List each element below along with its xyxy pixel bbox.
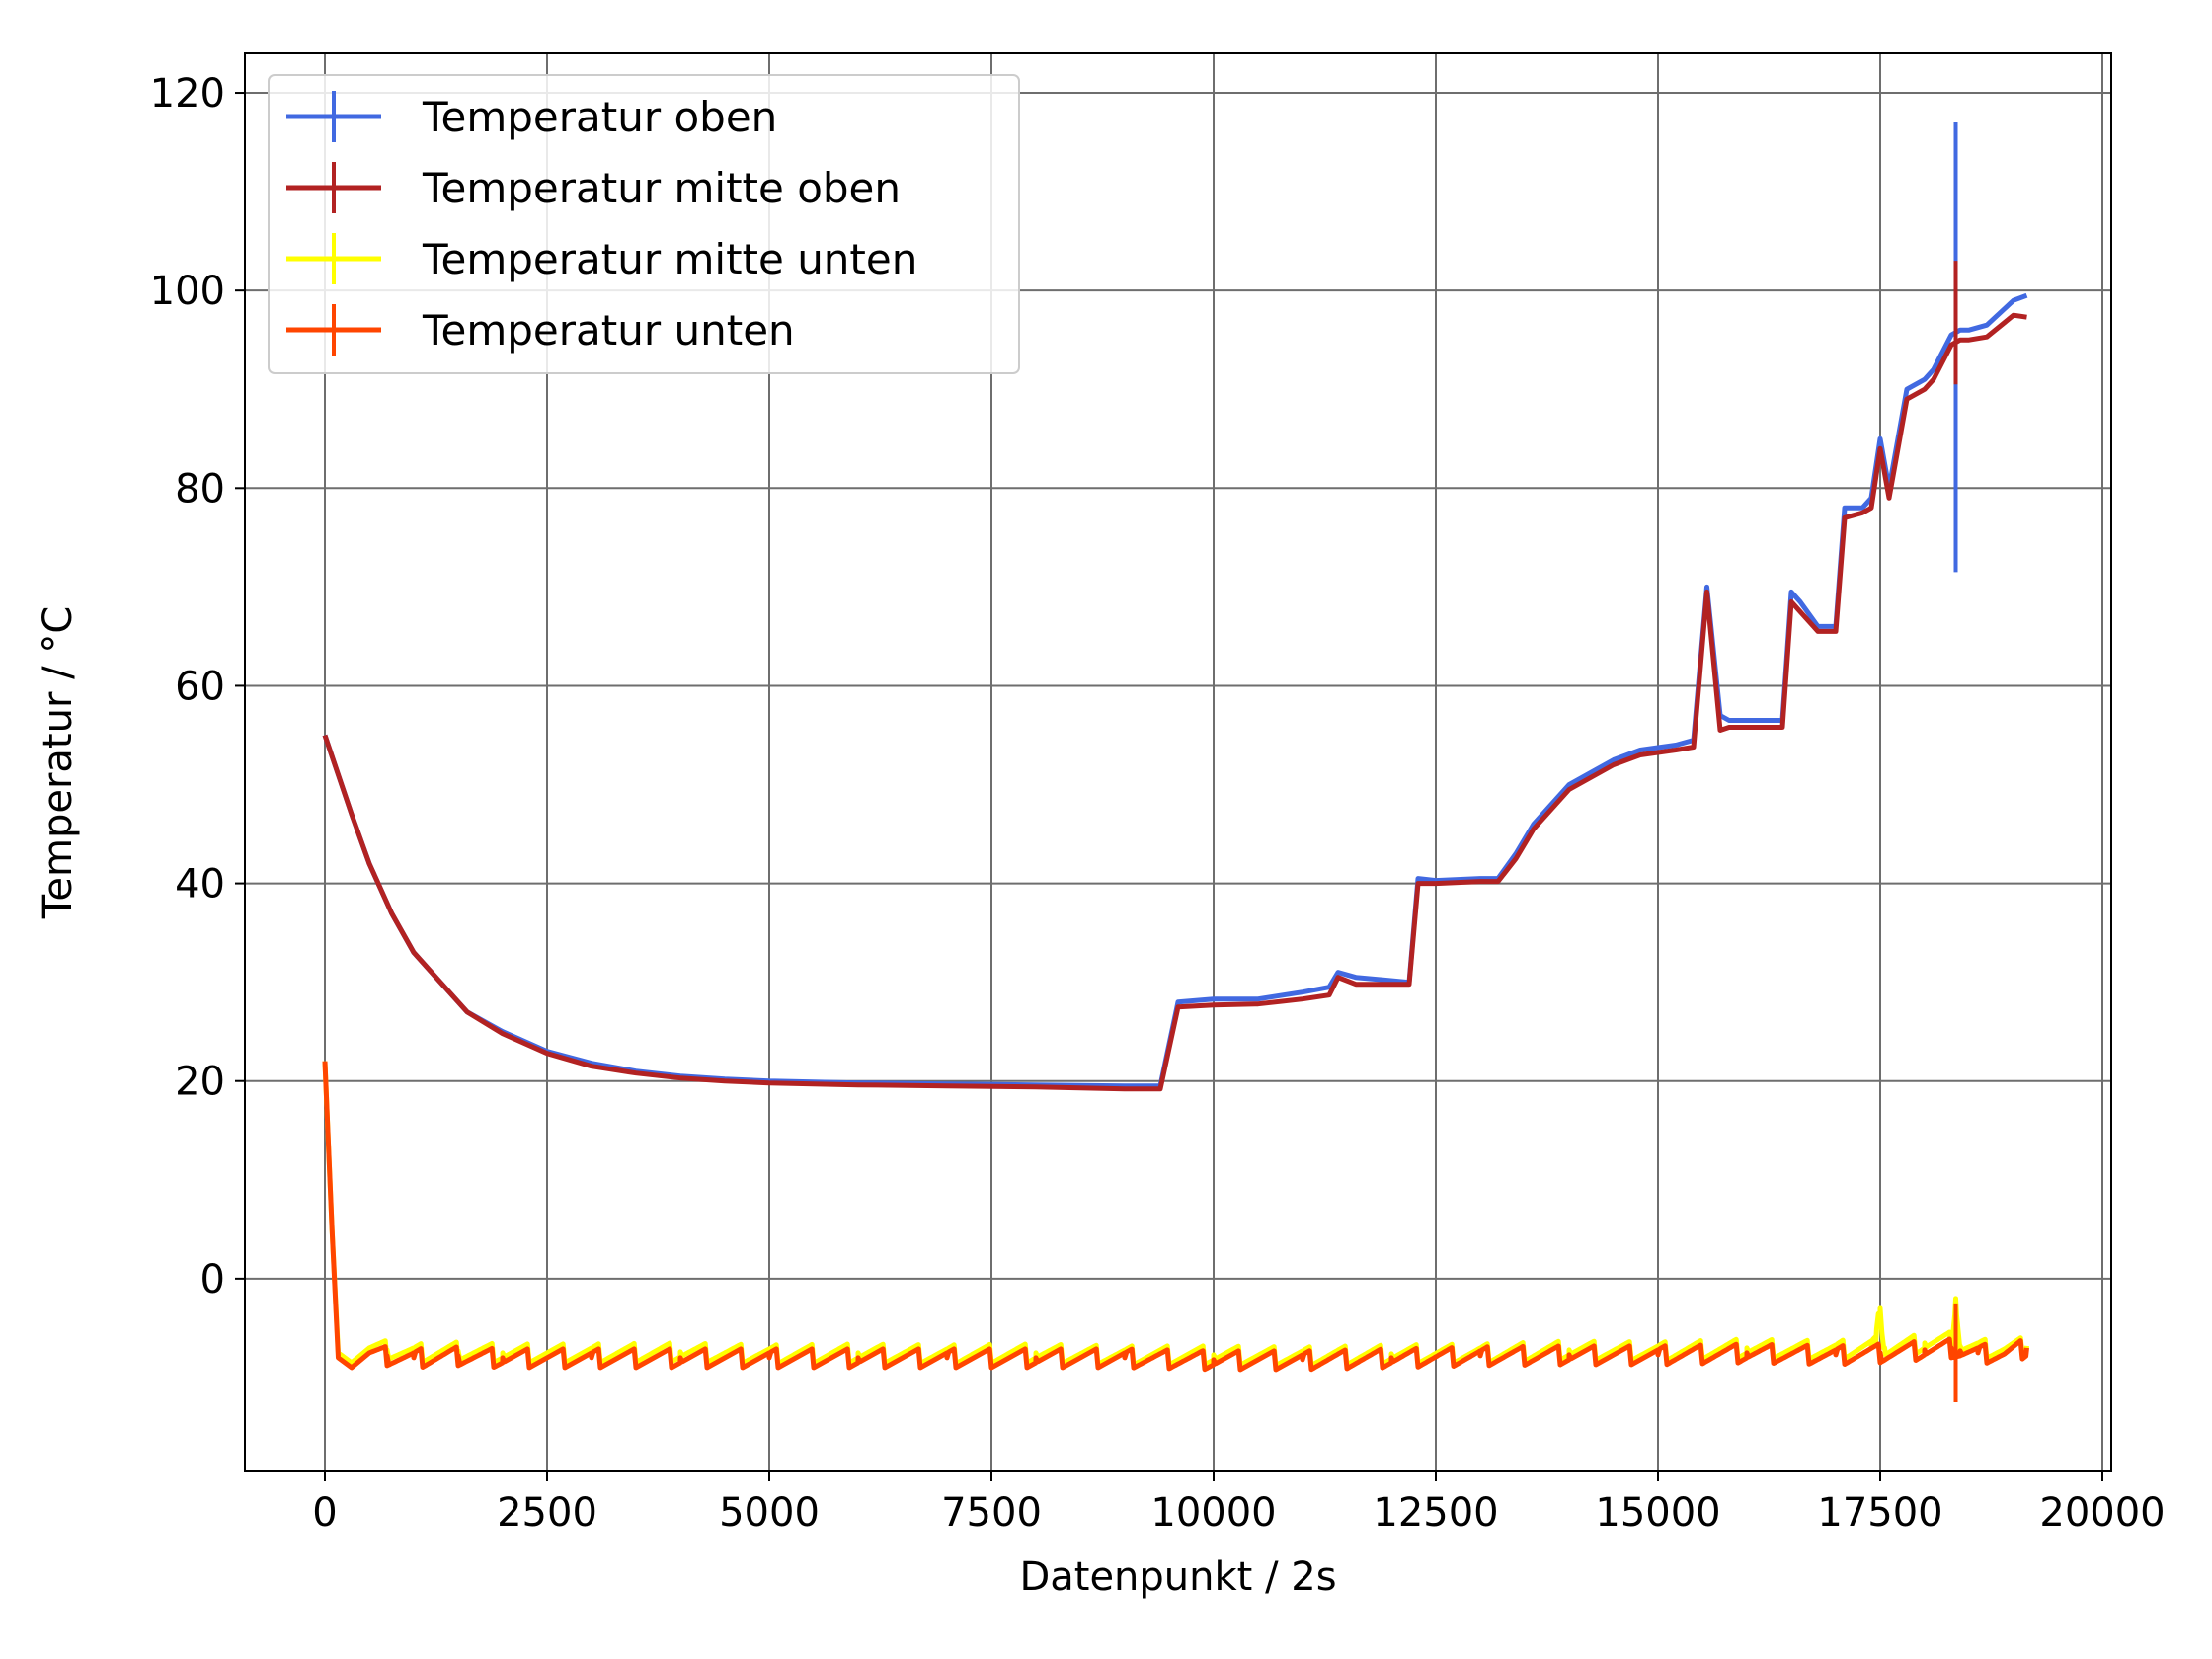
legend-label: Temperatur oben <box>422 93 777 141</box>
x-tick-label: 0 <box>312 1490 337 1536</box>
x-tick-label: 20000 <box>2039 1490 2165 1536</box>
axes-frame <box>244 52 2112 1472</box>
y-tick-label: 40 <box>175 862 225 908</box>
x-axis-title: Datenpunkt / 2s <box>1019 1554 1336 1600</box>
plot-area <box>322 122 2029 1402</box>
y-tick-label: 100 <box>150 269 225 314</box>
x-tick-label: 17500 <box>1817 1490 1942 1536</box>
x-tick-label: 2500 <box>497 1490 597 1536</box>
series-line-2 <box>322 312 2027 1092</box>
legend-label: Temperatur mitte oben <box>422 164 901 212</box>
legend-box <box>268 74 1020 374</box>
y-axis: 0 20 40 60 80 100 120 <box>150 71 245 1303</box>
y-tick-label: 120 <box>150 71 225 117</box>
x-axis: 0 2500 5000 7500 10000 12500 15000 17500 20000 <box>312 1471 2166 1536</box>
x-tick-label: 15000 <box>1595 1490 1720 1536</box>
y-tick-label: 80 <box>175 466 225 512</box>
legend-label: Temperatur unten <box>422 306 795 355</box>
x-tick-label: 12500 <box>1373 1490 1498 1536</box>
legend-label: Temperatur mitte unten <box>422 235 917 283</box>
y-tick-label: 0 <box>200 1257 225 1303</box>
legend: Temperatur oben Temperatur mitte oben Temp… <box>268 74 1020 374</box>
y-tick-label: 60 <box>175 664 225 709</box>
y-tick-label: 20 <box>175 1060 225 1105</box>
series-line-3 <box>322 1061 2029 1369</box>
y-axis-title: Temperatur / °C <box>36 606 81 919</box>
x-tick-label: 7500 <box>941 1490 1042 1536</box>
series-line-4 <box>322 1061 2029 1373</box>
x-tick-label: 10000 <box>1150 1490 1276 1536</box>
x-tick-label: 5000 <box>719 1490 820 1536</box>
